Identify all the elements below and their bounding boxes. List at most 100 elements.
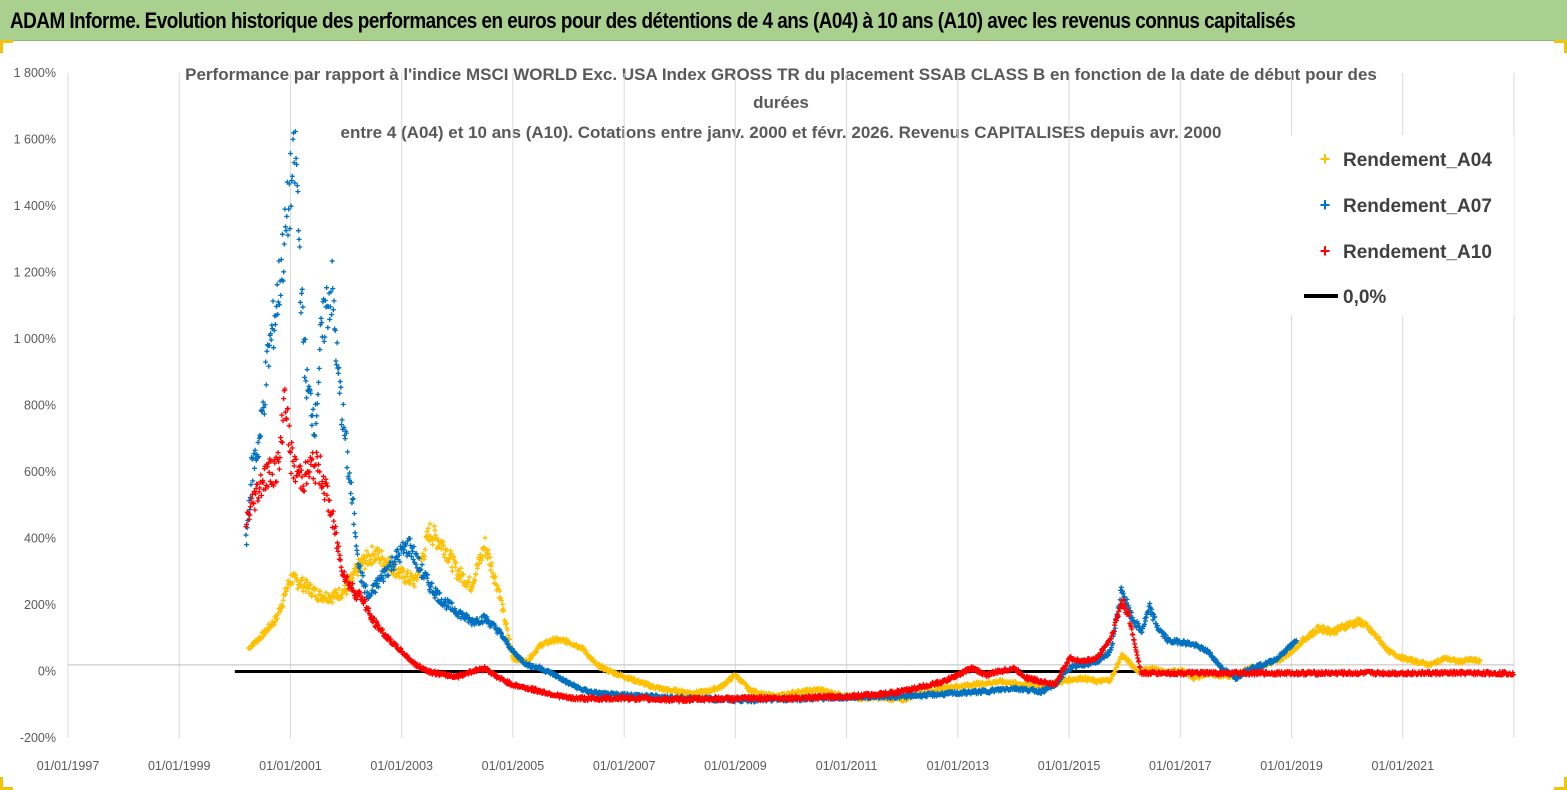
x-tick-label: 01/01/1997 [37,759,100,773]
point-Rendement_A07 [338,384,344,390]
point-Rendement_A04 [444,547,450,553]
point-Rendement_A04 [430,542,436,548]
point-Rendement_A07 [338,422,344,428]
point-Rendement_A04 [501,608,507,614]
x-tick-label: 01/01/2003 [370,759,433,773]
point-Rendement_A07 [300,304,306,310]
point-Rendement_A07 [334,340,340,346]
point-Rendement_A04 [309,592,315,598]
point-Rendement_A07 [351,511,357,517]
point-Rendement_A04 [433,534,439,540]
point-Rendement_A07 [345,449,351,455]
point-Rendement_A04 [473,571,479,577]
y-tick-label: 600% [24,465,56,479]
point-Rendement_A07 [339,417,345,423]
point-Rendement_A04 [304,579,310,585]
point-Rendement_A04 [471,581,477,587]
point-Rendement_A07 [331,298,337,304]
point-Rendement_A04 [469,584,475,590]
point-Rendement_A04 [306,585,312,591]
point-Rendement_A04 [336,586,342,592]
point-Rendement_A04 [329,600,335,606]
point-Rendement_A04 [303,589,309,595]
point-Rendement_A04 [480,554,486,560]
point-Rendement_A07 [353,543,359,549]
point-Rendement_A10 [285,406,291,412]
point-Rendement_A07 [299,286,305,292]
point-Rendement_A04 [503,620,509,626]
x-tick-label: 01/01/2001 [259,759,322,773]
point-Rendement_A04 [424,529,430,535]
axes: 01/01/1997 01/01/1999 01/01/2001 01/01/2003… [14,66,1514,773]
point-Rendement_A10 [317,453,323,459]
chart-title: Performance par rapport à l'indice MSCI … [185,65,1377,142]
point-Rendement_A07 [295,228,301,234]
x-tick-label: 01/01/2017 [1149,759,1212,773]
x-tick-label: 01/01/2005 [482,759,545,773]
point-Rendement_A04 [458,565,464,571]
x-tick-label: 01/01/2011 [816,759,878,773]
x-tick-label: 01/01/2013 [927,759,990,773]
point-Rendement_A07 [285,232,291,238]
point-Rendement_A10 [326,498,332,504]
point-Rendement_A04 [453,560,459,566]
point-Rendement_A04 [303,577,309,583]
point-Rendement_A04 [375,545,381,551]
point-Rendement_A07 [342,436,348,442]
point-Rendement_A07 [329,258,335,264]
y-tick-label: -200% [20,731,56,745]
point-Rendement_A10 [258,472,264,478]
point-Rendement_A04 [456,568,462,574]
y-tick-label: 1 200% [14,266,56,280]
point-Rendement_A07 [287,151,293,157]
point-Rendement_A04 [300,575,306,581]
point-Rendement_A07 [327,316,333,322]
point-Rendement_A07 [304,367,310,373]
point-Rendement_A07 [252,465,258,471]
point-Rendement_A10 [289,439,295,445]
y-tick-label: 0% [38,665,56,679]
point-Rendement_A04 [317,588,323,594]
point-Rendement_A04 [307,581,313,587]
x-tick-label: 01/01/2007 [593,759,656,773]
point-Rendement_A07 [297,299,303,305]
point-Rendement_A07 [355,551,361,557]
point-Rendement_A04 [284,585,290,591]
point-Rendement_A07 [266,363,272,369]
point-Rendement_A04 [440,542,446,548]
point-Rendement_A04 [427,521,433,527]
point-Rendement_A04 [432,527,438,533]
point-Rendement_A10 [288,470,294,476]
performance-chart: Performance par rapport à l'indice MSCI … [14,65,1516,773]
point-Rendement_A04 [422,546,428,552]
point-Rendement_A04 [360,561,366,567]
report-title: ADAM Informe. Evolution historique des p… [10,8,1296,33]
chart-title-line-3: entre 4 (A04) et 10 ans (A10). Cotations… [341,123,1222,142]
point-Rendement_A07 [337,379,343,385]
point-Rendement_A07 [350,495,356,501]
point-Rendement_A10 [251,501,257,507]
point-Rendement_A04 [425,525,431,531]
frame-corner [0,777,13,790]
point-Rendement_A04 [466,579,472,585]
point-Rendement_A07 [344,465,350,471]
x-tick-label: 01/01/2021 [1371,759,1434,773]
point-Rendement_A04 [492,573,498,579]
point-Rendement_A07 [310,406,316,412]
point-Rendement_A04 [274,616,280,622]
point-Rendement_A04 [363,558,369,564]
point-Rendement_A07 [353,534,359,540]
y-tick-label: 400% [24,532,56,546]
point-Rendement_A04 [405,568,411,574]
point-Rendement_A07 [281,241,287,247]
y-tick-label: 1 600% [14,133,56,147]
point-Rendement_A04 [487,554,493,560]
point-Rendement_A04 [333,590,339,596]
point-Rendement_A07 [296,236,302,242]
point-Rendement_A07 [298,310,304,316]
point-Rendement_A07 [385,572,391,578]
point-Rendement_A07 [315,391,321,397]
point-Rendement_A04 [280,603,286,609]
point-Rendement_A07 [329,312,335,318]
data-points [243,129,1516,705]
